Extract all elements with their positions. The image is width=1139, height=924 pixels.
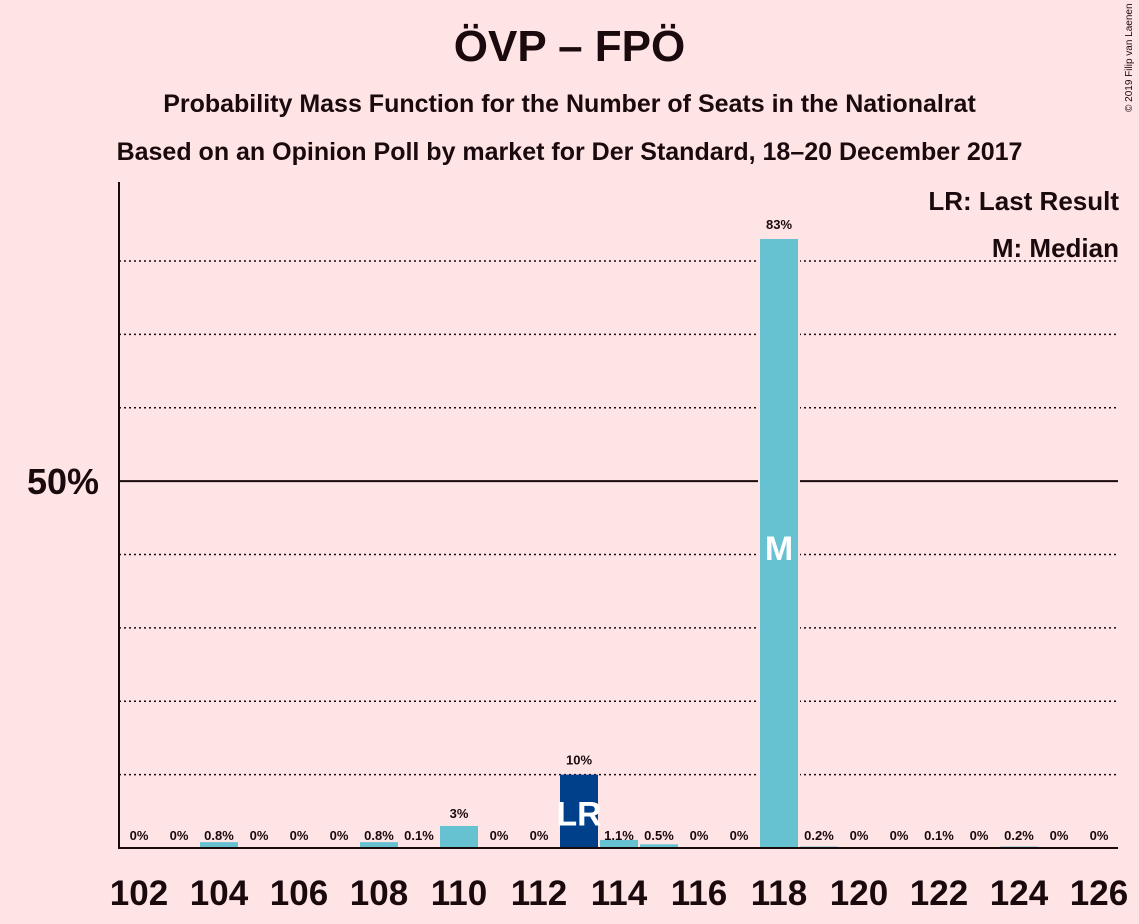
value-label-102: 0%	[130, 828, 149, 843]
value-label-104: 0.8%	[204, 828, 234, 843]
x-tick-label-112: 112	[511, 874, 567, 913]
value-label-125: 0%	[1050, 828, 1069, 843]
value-label-113: 10%	[566, 753, 592, 768]
value-label-117: 0%	[730, 828, 749, 843]
value-label-116: 0%	[690, 828, 709, 843]
x-tick-label-118: 118	[751, 874, 807, 913]
bar-110	[440, 825, 478, 848]
bar-118	[760, 239, 798, 848]
x-tick-label-122: 122	[910, 874, 968, 913]
value-label-126: 0%	[1090, 828, 1109, 843]
bar-114	[600, 839, 638, 848]
chart-source-line: Based on an Opinion Poll by market for D…	[116, 138, 1023, 166]
value-label-122: 0.1%	[924, 828, 954, 843]
x-tick-label-102: 102	[110, 874, 168, 913]
bar-113	[560, 774, 598, 848]
value-label-110: 3%	[450, 806, 469, 821]
value-label-118: 83%	[766, 217, 792, 232]
value-label-107: 0%	[330, 828, 349, 843]
x-tick-label-116: 116	[671, 874, 727, 913]
chart-subtitle: Probability Mass Function for the Number…	[163, 90, 976, 118]
y-tick-label: 50%	[27, 461, 99, 502]
legend-last-result: LR: Last Result	[928, 186, 1119, 216]
median-marker: M	[765, 530, 793, 568]
x-tick-label-108: 108	[350, 874, 408, 913]
value-label-114: 1.1%	[604, 828, 634, 843]
value-label-124: 0.2%	[1004, 828, 1034, 843]
bar-108	[360, 842, 398, 848]
value-label-105: 0%	[250, 828, 269, 843]
bar-104	[200, 842, 238, 848]
legend-median: M: Median	[991, 233, 1119, 263]
value-label-112: 0%	[530, 828, 549, 843]
value-label-109: 0.1%	[404, 828, 434, 843]
value-label-119: 0.2%	[804, 828, 834, 843]
chart-title: ÖVP – FPÖ	[453, 22, 686, 71]
value-label-108: 0.8%	[364, 828, 394, 843]
value-label-123: 0%	[970, 828, 989, 843]
x-tick-label-104: 104	[190, 874, 249, 913]
value-label-121: 0%	[890, 828, 909, 843]
value-label-111: 0%	[490, 828, 509, 843]
last-result-marker: LR	[556, 795, 601, 833]
x-tick-label-124: 124	[990, 874, 1049, 913]
x-tick-label-120: 120	[830, 874, 888, 913]
value-label-115: 0.5%	[644, 828, 674, 843]
x-tick-label-106: 106	[270, 874, 328, 913]
x-tick-label-110: 110	[431, 874, 487, 913]
x-tick-label-114: 114	[591, 874, 648, 913]
value-label-120: 0%	[850, 828, 869, 843]
value-label-106: 0%	[290, 828, 309, 843]
x-tick-label-126: 126	[1070, 874, 1128, 913]
bar-115	[640, 844, 678, 848]
value-label-103: 0%	[170, 828, 189, 843]
